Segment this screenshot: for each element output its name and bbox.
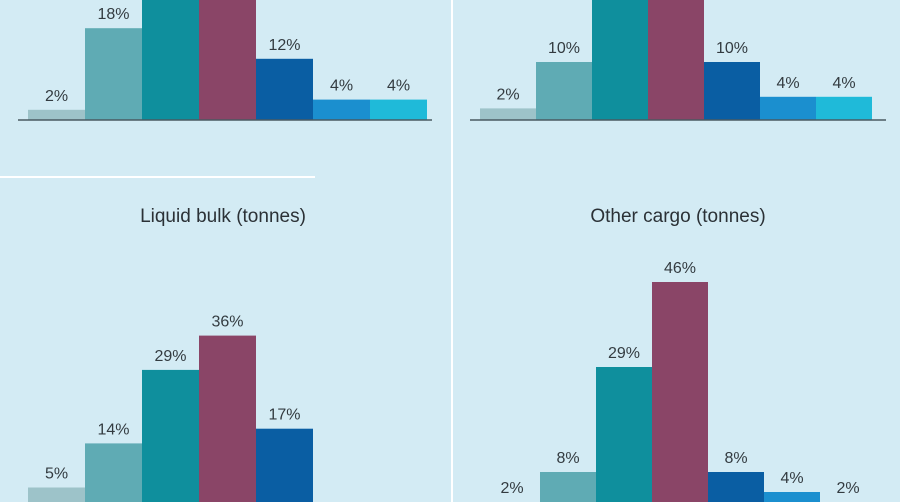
data-label-1-5: 4% [776,75,799,92]
bar-1-4 [704,62,760,120]
bar-0-3 [199,0,256,120]
bar-2-1 [85,443,142,502]
panel-top-right: 2% 10% 10% 4% 4% [470,0,886,121]
bar-1-2 [592,0,648,120]
bar-3-3 [652,282,708,502]
bar-0-4 [256,58,313,120]
bar-3-2 [596,367,652,502]
data-label-0-6: 4% [387,78,410,95]
bar-0-0 [28,109,85,120]
bar-2-3 [199,335,256,502]
data-label-0-4: 12% [268,37,300,54]
bar-1-5 [760,96,816,120]
data-label-0-0: 2% [45,88,68,105]
bar-1-0 [480,108,536,120]
data-label-2-3: 36% [211,314,243,331]
panel-liquid-bulk: Liquid bulk (tonnes) 5% 14% 29% 36% 17% [28,206,313,502]
bar-0-5 [313,99,370,120]
bar-0-2 [142,0,199,120]
bar-3-5 [764,492,820,502]
data-label-1-1: 10% [548,40,580,57]
data-label-1-6: 4% [832,75,855,92]
bar-1-3 [648,0,704,120]
data-label-3-5: 4% [780,470,803,487]
bar-1-1 [536,62,592,120]
bar-3-4 [708,472,764,502]
bar-2-0 [28,487,85,502]
data-label-3-1: 8% [556,450,579,467]
data-label-2-0: 5% [45,466,68,483]
data-label-2-2: 29% [154,348,186,365]
chart-title-liquid-bulk: Liquid bulk (tonnes) [140,206,306,227]
data-label-0-5: 4% [330,78,353,95]
bar-0-1 [85,28,142,121]
data-label-3-3: 46% [664,260,696,277]
bar-1-6 [816,96,872,120]
panel-top-left: 2% 18% 12% 4% 4% [18,0,432,121]
bar-3-1 [540,472,596,502]
bar-0-6 [370,99,427,120]
data-label-3-0: 2% [500,480,523,497]
data-label-1-0: 2% [496,86,519,103]
bar-2-2 [142,369,199,502]
chart-title-other-cargo: Other cargo (tonnes) [590,206,765,227]
data-label-2-4: 17% [268,407,300,424]
data-label-3-4: 8% [724,450,747,467]
data-label-3-2: 29% [608,345,640,362]
panel-other-cargo: Other cargo (tonnes) 2% 8% 29% 46% 8% 4% 2% [500,206,860,502]
data-label-0-1: 18% [97,6,129,23]
data-label-3-6: 2% [836,480,859,497]
data-label-2-1: 14% [97,421,129,438]
data-label-1-4: 10% [716,40,748,57]
bar-2-4 [256,428,313,502]
